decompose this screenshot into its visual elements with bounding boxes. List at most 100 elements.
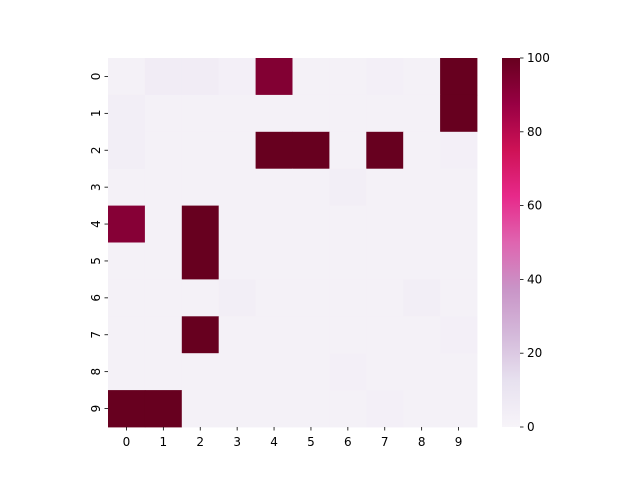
heatmap-cell-r4-c1 xyxy=(144,205,183,243)
colorbar-tick-label: 20 xyxy=(527,346,542,360)
heatmap-cell-r4-c8 xyxy=(403,205,441,243)
x-tick-label: 0 xyxy=(123,435,131,449)
heatmap-cell-r3-c1 xyxy=(144,168,183,206)
heatmap-cell-r7-c5 xyxy=(292,316,330,354)
heatmap-cell-r1-c7 xyxy=(366,94,404,133)
heatmap-cell-r4-c3 xyxy=(218,205,256,243)
colorbar-axis: 0 20 40 60 80 100 xyxy=(520,51,550,434)
heatmap-cell-r8-c5 xyxy=(292,353,330,391)
heatmap-cell-r6-c7 xyxy=(366,279,404,317)
colorbar xyxy=(502,58,520,427)
heatmap-cell-r9-c2 xyxy=(181,390,220,428)
colorbar-tick-label: 80 xyxy=(527,125,542,139)
heatmap-cell-r8-c9 xyxy=(440,353,478,391)
heatmap-cell-r6-c1 xyxy=(144,279,183,317)
heatmap-cell-r9-c9 xyxy=(440,390,478,428)
heatmap-cell-r7-c0 xyxy=(108,316,146,354)
heatmap-cell-r2-c3 xyxy=(218,131,256,170)
heatmap-cell-r6-c0 xyxy=(108,279,146,317)
heatmap-cell-r5-c5 xyxy=(292,242,330,280)
heatmap-cell-r9-c3 xyxy=(218,390,256,428)
heatmap-cell-r0-c9 xyxy=(440,58,478,96)
heatmap-cell-r3-c6 xyxy=(329,168,367,206)
heatmap-cell-r4-c9 xyxy=(440,205,478,243)
heatmap-cell-r3-c9 xyxy=(440,168,478,206)
heatmap-cell-r0-c4 xyxy=(255,58,293,96)
heatmap-cell-r7-c9 xyxy=(440,316,478,354)
x-tick-label: 6 xyxy=(344,435,352,449)
x-tick-label: 2 xyxy=(196,435,204,449)
heatmap-cell-r1-c1 xyxy=(144,94,183,133)
heatmap-cell-r8-c7 xyxy=(366,353,404,391)
colorbar-tick-label: 40 xyxy=(527,272,542,286)
heatmap-cell-r6-c6 xyxy=(329,279,367,317)
x-tick-label: 5 xyxy=(307,435,315,449)
heatmap-cell-r9-c6 xyxy=(329,390,367,428)
heatmap-cell-r8-c6 xyxy=(329,353,367,391)
heatmap-cell-r2-c9 xyxy=(440,131,478,170)
heatmap-cell-r3-c8 xyxy=(403,168,441,206)
heatmap-cell-r9-c7 xyxy=(366,390,404,428)
heatmap-cell-r1-c2 xyxy=(181,94,220,133)
heatmap-cell-r9-c5 xyxy=(292,390,330,428)
x-tick-label: 1 xyxy=(160,435,168,449)
heatmap-cell-r6-c9 xyxy=(440,279,478,317)
heatmap-cell-r5-c0 xyxy=(108,242,146,280)
heatmap-cell-r5-c8 xyxy=(403,242,441,280)
heatmap-cell-r3-c7 xyxy=(366,168,404,206)
x-tick-label: 9 xyxy=(455,435,463,449)
heatmap-cell-r7-c1 xyxy=(144,316,183,354)
y-tick-label: 6 xyxy=(89,294,103,302)
heatmap-cell-r6-c3 xyxy=(218,279,256,317)
heatmap-cell-r4-c7 xyxy=(366,205,404,243)
y-tick-label: 5 xyxy=(89,257,103,265)
heatmap-cell-r4-c0 xyxy=(108,205,146,243)
y-tick-label: 2 xyxy=(89,146,103,154)
y-tick-label: 1 xyxy=(89,110,103,118)
heatmap-cell-r2-c8 xyxy=(403,131,441,170)
heatmap-cell-r8-c8 xyxy=(403,353,441,391)
heatmap-cell-r5-c9 xyxy=(440,242,478,280)
colorbar-tick-label: 60 xyxy=(527,199,542,213)
heatmap-cell-r5-c6 xyxy=(329,242,367,280)
heatmap-cell-r4-c2 xyxy=(181,205,220,243)
heatmap-cell-r7-c3 xyxy=(218,316,256,354)
heatmap-cell-r3-c2 xyxy=(181,168,220,206)
heatmap-cell-r2-c2 xyxy=(181,131,220,170)
y-tick-label: 3 xyxy=(89,183,103,191)
heatmap-cell-r1-c8 xyxy=(403,94,441,133)
heatmap-cell-r0-c0 xyxy=(108,58,146,96)
heatmap-cell-r2-c0 xyxy=(108,131,146,170)
heatmap-cell-r0-c3 xyxy=(218,58,256,96)
heatmap-cell-r2-c5 xyxy=(292,131,330,170)
y-tick-label: 9 xyxy=(89,405,103,413)
heatmap-cell-r8-c0 xyxy=(108,353,146,391)
heatmap-cell-r3-c4 xyxy=(255,168,293,206)
x-tick-label: 7 xyxy=(381,435,389,449)
heatmap-cell-r7-c6 xyxy=(329,316,367,354)
y-tick-label: 0 xyxy=(89,73,103,81)
y-tick-label: 7 xyxy=(89,331,103,339)
heatmap-cell-r5-c1 xyxy=(144,242,183,280)
heatmap-cell-r1-c0 xyxy=(108,94,146,133)
heatmap-cell-r1-c6 xyxy=(329,94,367,133)
heatmap-cell-r6-c8 xyxy=(403,279,441,317)
heatmap-cells xyxy=(108,58,478,428)
heatmap-cell-r1-c3 xyxy=(218,94,256,133)
x-tick-label: 3 xyxy=(233,435,241,449)
x-axis: 0 1 2 3 4 5 6 7 8 9 xyxy=(123,427,463,449)
heatmap-cell-r4-c6 xyxy=(329,205,367,243)
heatmap-cell-r2-c1 xyxy=(144,131,183,170)
heatmap-cell-r1-c9 xyxy=(440,94,478,133)
heatmap-cell-r3-c5 xyxy=(292,168,330,206)
x-tick-label: 4 xyxy=(270,435,278,449)
heatmap-cell-r8-c3 xyxy=(218,353,256,391)
heatmap-cell-r1-c5 xyxy=(292,94,330,133)
y-tick-label: 4 xyxy=(89,220,103,228)
heatmap-cell-r7-c2 xyxy=(181,316,220,354)
heatmap-cell-r9-c8 xyxy=(403,390,441,428)
heatmap-cell-r3-c3 xyxy=(218,168,256,206)
heatmap-cell-r3-c0 xyxy=(108,168,146,206)
heatmap-cell-r0-c8 xyxy=(403,58,441,96)
heatmap-cell-r6-c4 xyxy=(255,279,293,317)
